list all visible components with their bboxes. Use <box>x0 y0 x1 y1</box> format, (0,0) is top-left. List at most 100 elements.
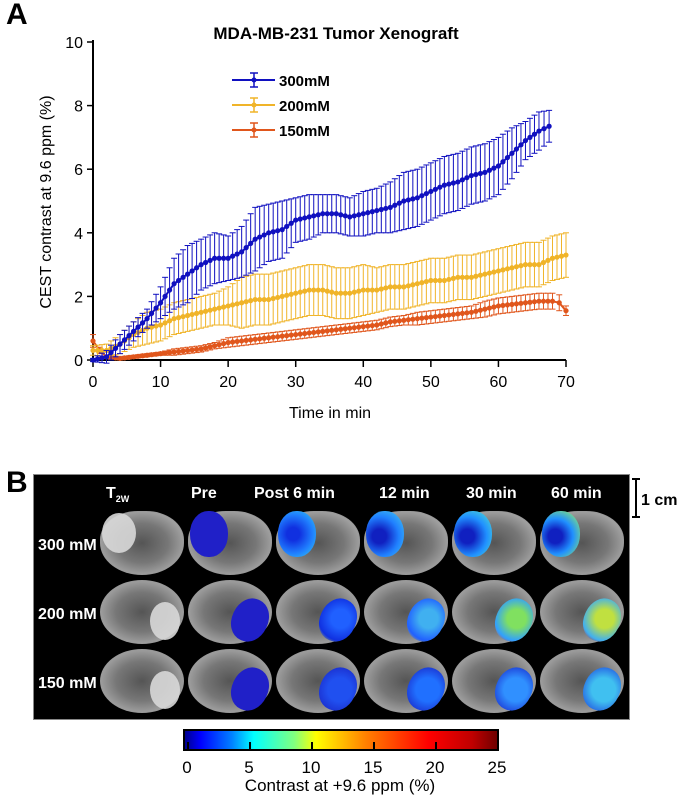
data-point <box>536 262 542 268</box>
y-tick-label: 0 <box>74 353 83 370</box>
data-point <box>153 323 159 329</box>
data-point <box>536 128 542 134</box>
data-point <box>216 305 222 311</box>
x-tick-label: 30 <box>287 374 305 391</box>
data-point <box>482 271 488 277</box>
data-point <box>216 255 222 261</box>
data-point <box>549 298 556 304</box>
data-point <box>464 274 470 280</box>
data-point <box>297 331 303 337</box>
data-point <box>194 346 200 352</box>
data-point <box>410 316 416 322</box>
data-point <box>311 213 317 219</box>
data-point <box>392 202 398 208</box>
data-point <box>198 262 204 268</box>
data-point <box>144 316 150 322</box>
colorbar-tick-label: 10 <box>301 758 321 777</box>
y-tick-label: 8 <box>74 99 83 116</box>
data-point <box>374 207 380 214</box>
colorbar-tick-label: 5 <box>244 758 254 777</box>
data-point <box>212 343 218 349</box>
data-point <box>356 324 362 330</box>
data-point <box>491 304 497 310</box>
data-point <box>369 322 375 329</box>
data-point <box>194 310 200 316</box>
data-point <box>360 211 366 217</box>
x-tick-label: 60 <box>490 374 508 391</box>
data-point <box>563 252 569 258</box>
data-point <box>121 337 128 343</box>
data-point <box>315 329 321 335</box>
data-point <box>423 278 429 285</box>
data-point <box>212 306 218 312</box>
data-point <box>275 334 281 340</box>
data-point <box>221 304 227 310</box>
data-point <box>468 274 474 280</box>
data-point <box>378 321 384 327</box>
data-point <box>365 287 371 293</box>
data-point <box>162 293 168 299</box>
data-point <box>527 262 533 268</box>
data-point <box>383 205 389 212</box>
data-point <box>243 337 249 343</box>
data-point <box>234 338 240 345</box>
data-point <box>266 296 272 303</box>
data-point <box>504 266 511 272</box>
data-point <box>504 154 511 161</box>
data-point <box>261 232 267 238</box>
data-point <box>157 300 164 306</box>
data-point <box>351 213 357 219</box>
scale-bar <box>632 478 640 518</box>
data-point <box>284 223 290 230</box>
data-point <box>437 184 443 190</box>
data-point <box>522 300 529 306</box>
data-point <box>374 322 380 328</box>
data-point <box>464 175 470 181</box>
data-point <box>428 314 434 320</box>
data-point <box>324 288 330 294</box>
row-label-300mm: 300 mM <box>38 537 97 554</box>
data-point <box>284 292 290 298</box>
data-point <box>410 282 416 288</box>
data-point <box>139 353 146 359</box>
data-point <box>369 287 375 293</box>
mri-slice <box>272 509 360 575</box>
x-axis-label: Time in min <box>289 405 371 422</box>
data-point <box>333 211 339 217</box>
mri-slice <box>360 647 452 717</box>
legend-item-300mM: 300mM <box>232 72 330 90</box>
data-point <box>518 263 524 269</box>
mri-slice <box>360 509 448 575</box>
data-point <box>563 308 569 314</box>
x-tick-label: 10 <box>152 374 170 391</box>
data-point <box>230 253 236 259</box>
data-point <box>175 277 182 284</box>
series-300mM <box>90 109 553 364</box>
colorbar-tick-mark <box>187 742 189 749</box>
data-point <box>320 328 326 334</box>
data-point <box>194 265 200 271</box>
column-label-main: T <box>106 485 116 502</box>
tumor-t2w-region <box>150 671 180 709</box>
data-point <box>189 347 195 353</box>
data-point <box>342 290 348 296</box>
x-tick-label: 40 <box>354 374 372 391</box>
y-axis-label: CEST contrast at 9.6 ppm (%) <box>38 95 55 308</box>
data-point <box>378 286 384 292</box>
colorbar-tick-mark <box>311 742 313 749</box>
data-point <box>437 313 443 319</box>
data-point <box>135 353 141 359</box>
cest-line-chart: MDA-MB-231 Tumor Xenograft 0 2 4 6 8 10 0 10 20 3… <box>38 24 575 422</box>
data-point <box>306 287 312 293</box>
data-point <box>468 309 474 315</box>
column-label-30min: 30 min <box>466 485 517 502</box>
data-point <box>252 336 258 342</box>
data-point <box>284 333 290 339</box>
data-point <box>495 163 502 169</box>
data-point <box>207 344 213 350</box>
tumor-t2w-region <box>102 513 136 553</box>
data-point <box>383 320 389 326</box>
data-point <box>509 301 515 307</box>
data-point <box>473 273 479 279</box>
data-point <box>185 347 191 354</box>
